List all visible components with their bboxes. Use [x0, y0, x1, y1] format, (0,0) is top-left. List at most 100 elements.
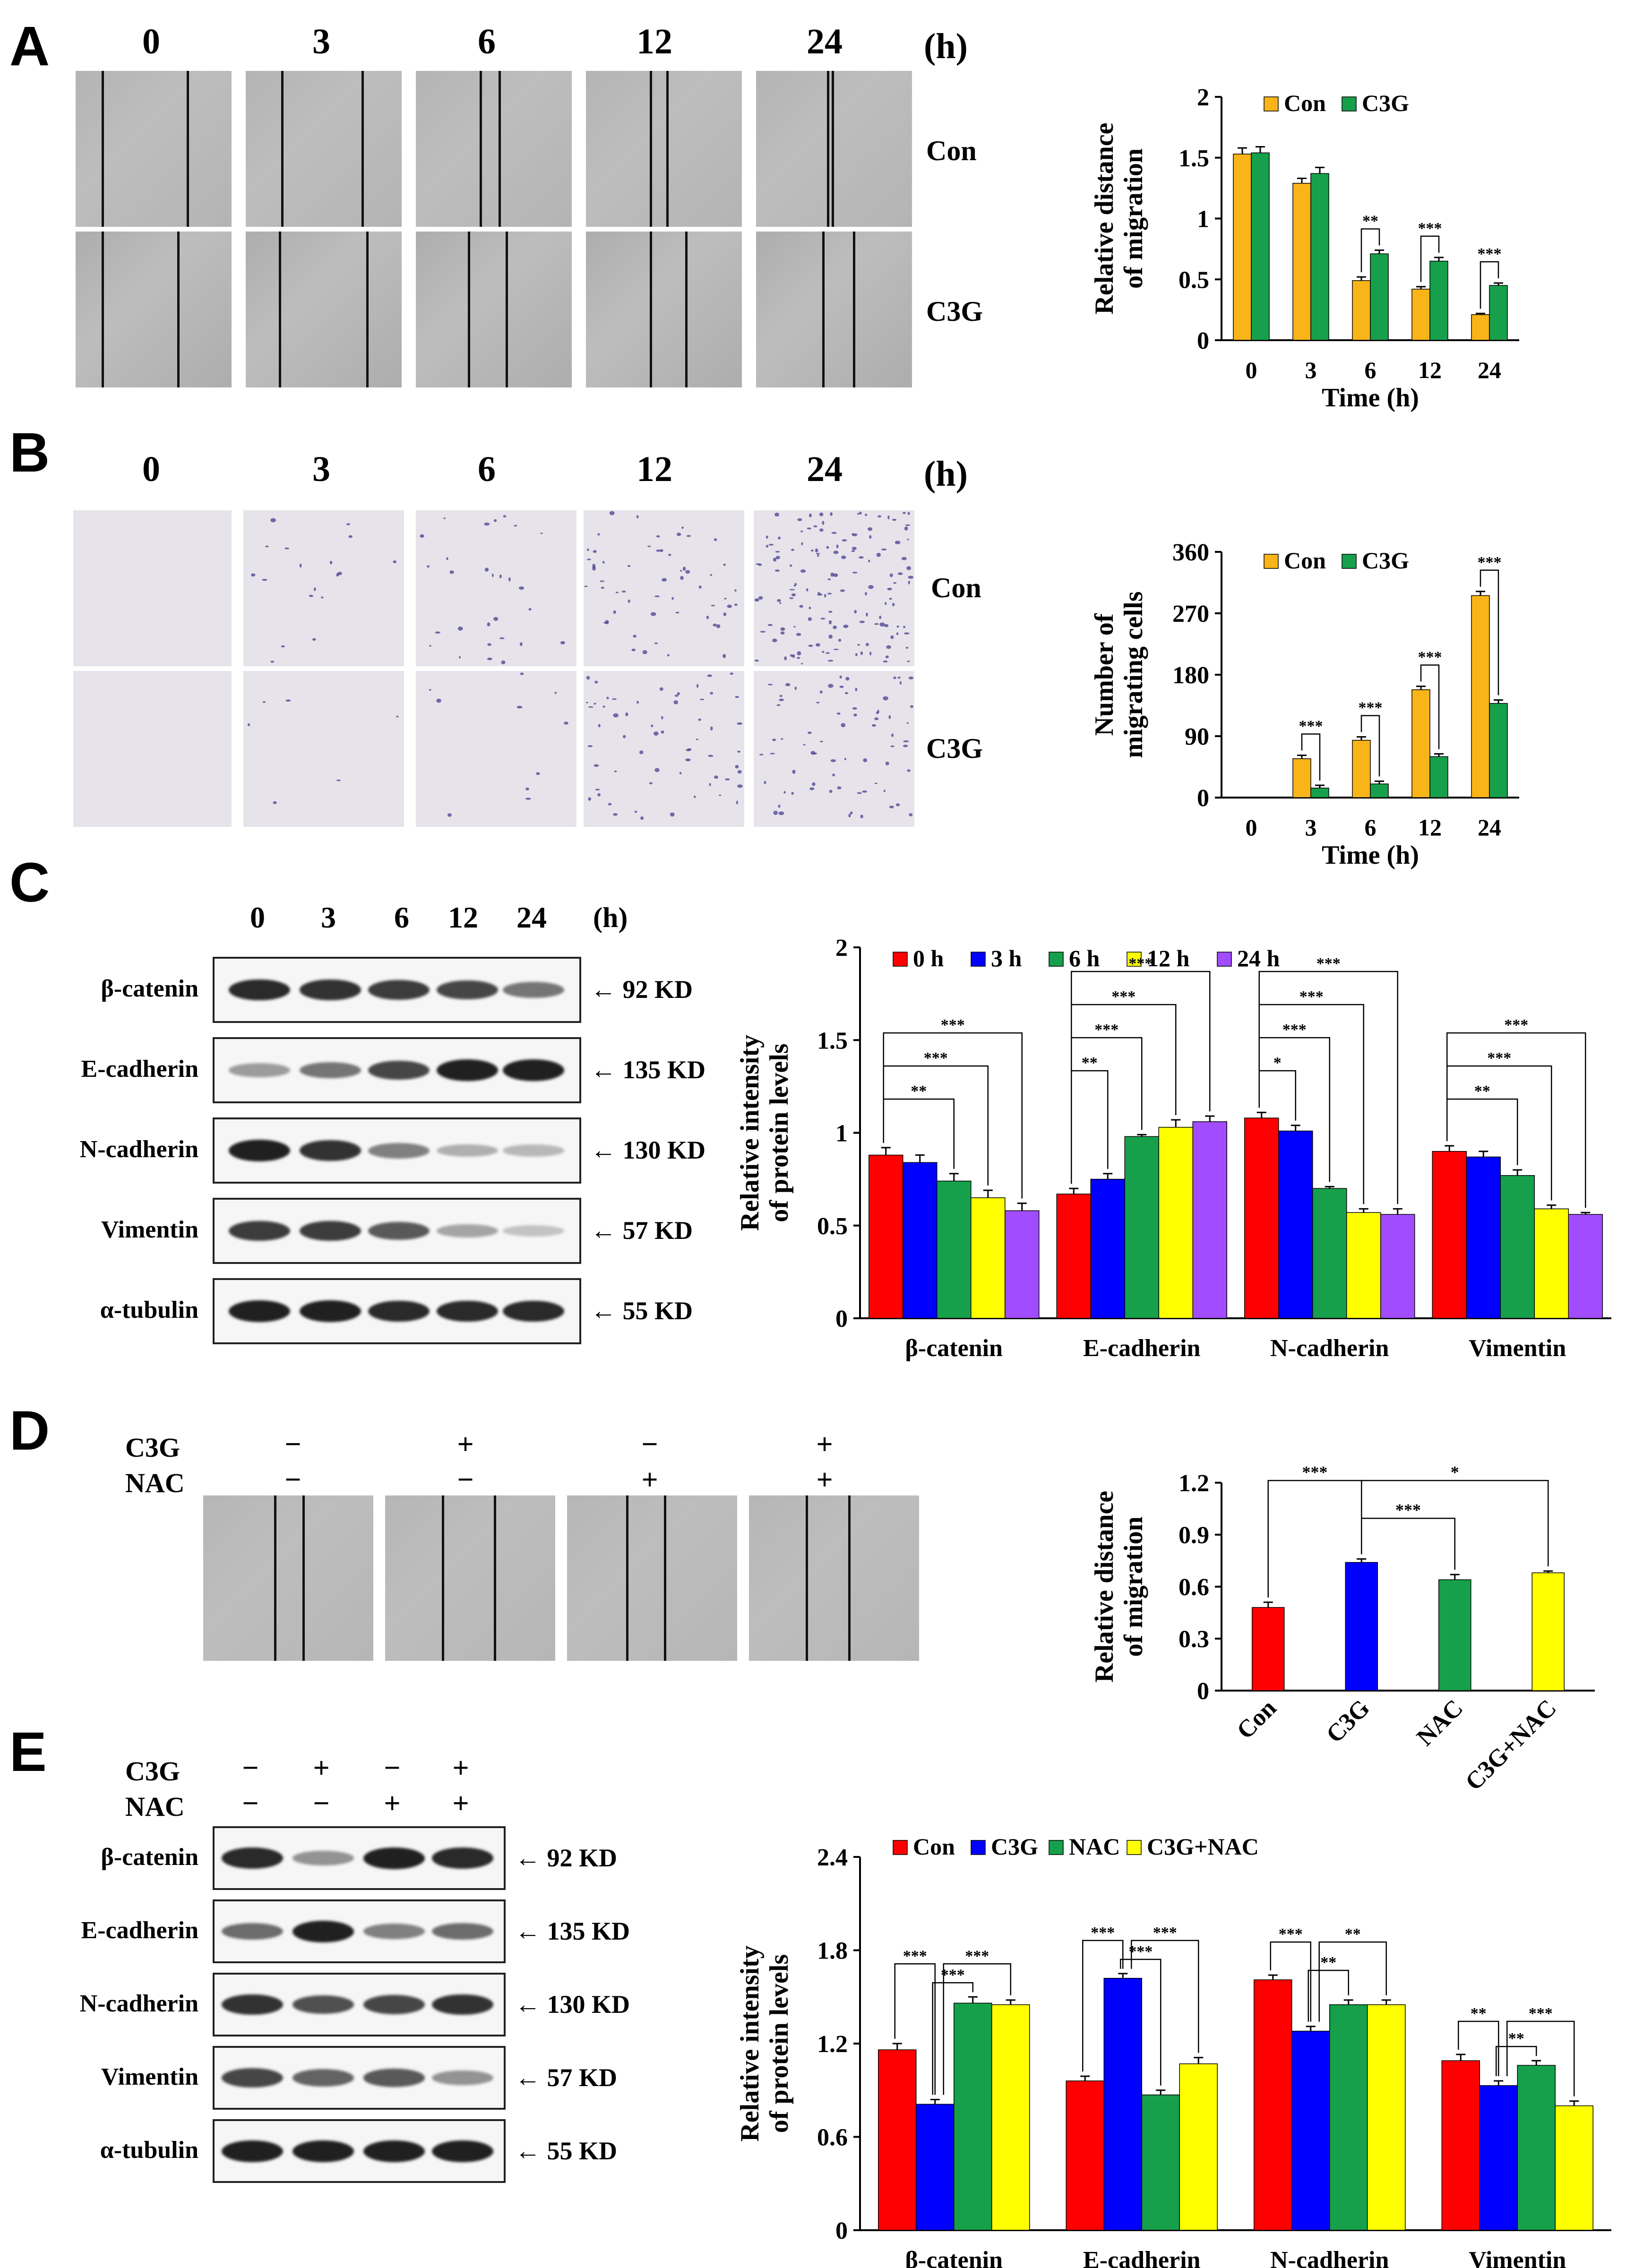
significance-label: ***: [1504, 1016, 1528, 1034]
stained-cell: [890, 635, 894, 639]
stained-cell: [661, 716, 663, 720]
stained-cell: [710, 574, 713, 576]
legend-swatch: [1049, 952, 1064, 967]
stained-cell: [851, 550, 855, 552]
panel-e-nac-label: NAC: [125, 1791, 185, 1822]
significance-bracket: [1082, 1940, 1124, 2072]
stained-cell: [493, 617, 499, 621]
stained-cell: [863, 758, 868, 763]
stained-cell: [767, 684, 773, 686]
legend-label: Con: [913, 1833, 955, 1860]
protein-band: [300, 1220, 361, 1241]
stained-cell: [651, 724, 654, 727]
wound-healing-micrograph: [76, 232, 232, 387]
stained-cell: [724, 597, 727, 600]
significance-label: ***: [1316, 955, 1341, 972]
stained-cell: [420, 534, 424, 538]
significance-label: ***: [1418, 220, 1442, 237]
wound-edge-line: [626, 1495, 628, 1661]
wound-edge-line: [274, 1495, 276, 1661]
stained-cell: [800, 569, 806, 573]
y-tick-label: 90: [1185, 723, 1209, 750]
protein-band: [363, 2140, 425, 2162]
significance-label: **: [1362, 212, 1378, 230]
legend-label: 6 h: [1069, 945, 1100, 971]
wound-edge-line: [832, 71, 834, 227]
stained-cell: [896, 632, 899, 636]
stained-cell: [668, 554, 671, 556]
stained-cell: [907, 512, 910, 515]
legend-label: Con: [1284, 547, 1326, 574]
protein-band: [503, 1144, 564, 1157]
transwell-micrograph: [416, 671, 576, 827]
significance-bracket: [1480, 569, 1499, 696]
time-label: 0: [142, 449, 160, 489]
wound-edge-line: [822, 232, 825, 387]
wound-healing-micrograph: [567, 1495, 737, 1661]
bar: [1471, 595, 1490, 798]
stained-cell: [600, 580, 605, 582]
western-blot-strip: [213, 957, 581, 1023]
bar: [1432, 1151, 1467, 1319]
stained-cell: [826, 546, 829, 549]
stained-cell: [879, 615, 882, 619]
stained-cell: [881, 548, 887, 550]
stained-cell: [857, 644, 860, 646]
stained-cell: [614, 770, 617, 773]
significance-bracket: [1420, 664, 1440, 749]
stained-cell: [842, 539, 847, 541]
x-tick-label: Con: [1232, 1694, 1282, 1744]
stained-cell: [725, 778, 730, 781]
significance-label: ***: [1299, 988, 1324, 1005]
y-tick-label: 0.9: [1179, 1522, 1209, 1549]
stained-cell: [594, 703, 596, 705]
stained-cell: [709, 783, 711, 786]
wound-healing-micrograph: [586, 71, 742, 227]
protein-band: [503, 1225, 564, 1237]
x-tick-label: 12: [1418, 357, 1442, 383]
stained-cells: [247, 699, 399, 804]
y-tick-label: 360: [1172, 539, 1209, 566]
stained-cell: [501, 660, 506, 664]
transwell-micrograph: [73, 671, 232, 827]
stained-cell: [723, 564, 726, 566]
y-tick-label: 0.6: [1179, 1574, 1209, 1601]
stained-cell: [613, 813, 618, 816]
legend-label: NAC: [1069, 1833, 1120, 1860]
stained-cell: [586, 549, 589, 551]
y-axis-label: of protein levels: [765, 1954, 794, 2133]
western-blot-strip: [213, 1037, 581, 1103]
stained-cell: [698, 718, 702, 721]
stained-cell: [654, 595, 660, 597]
stained-cell: [827, 593, 832, 595]
stained-cell: [594, 680, 598, 684]
protein-band: [432, 1923, 493, 1940]
stained-cell: [611, 698, 617, 700]
stained-cell: [812, 782, 816, 786]
y-tick-label: 1.2: [1179, 1470, 1209, 1497]
stained-cell: [860, 651, 863, 655]
stained-cell: [852, 707, 857, 710]
stained-cell: [681, 526, 684, 529]
stained-cell: [828, 635, 833, 639]
stained-cell: [859, 556, 864, 559]
stained-cell: [803, 744, 806, 746]
stained-cell: [594, 764, 599, 767]
time-label: 0: [250, 901, 265, 934]
stained-cell: [459, 656, 461, 659]
stained-cell: [801, 542, 803, 546]
stained-cell: [883, 790, 886, 792]
y-tick-label: 0: [1197, 1678, 1209, 1705]
bar: [878, 2049, 917, 2231]
wound-edge-line: [506, 232, 508, 387]
wound-edge-line: [650, 232, 652, 387]
stained-cell: [719, 794, 722, 796]
stained-cell: [625, 712, 628, 716]
significance-label: ***: [1529, 2005, 1553, 2022]
stained-cell: [675, 611, 680, 614]
bar: [1471, 314, 1490, 341]
stained-cell: [654, 642, 658, 644]
stained-cell: [714, 775, 718, 779]
stained-cell: [862, 790, 868, 793]
bar: [1441, 2060, 1480, 2231]
